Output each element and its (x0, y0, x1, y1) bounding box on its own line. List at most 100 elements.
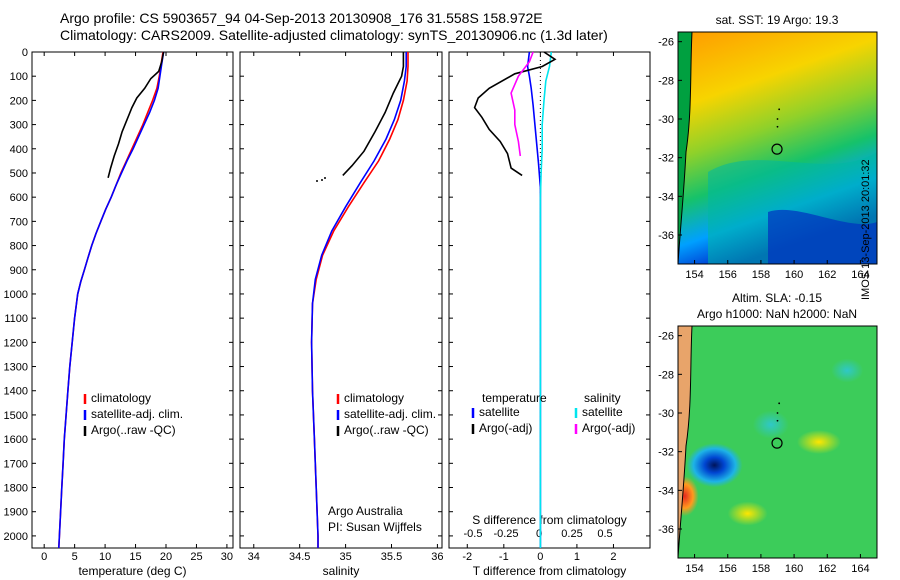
salinity-diff-xlabel: S difference from climatology (472, 513, 627, 527)
diff-legend-head-salinity: salinity (584, 391, 621, 405)
temperature-legend-label: Argo(..raw -QC) (91, 423, 176, 437)
temperature-xtick-label: 20 (160, 551, 172, 563)
australia-land (678, 326, 693, 558)
title-line-2: Climatology: CARS2009. Satellite-adjuste… (60, 27, 608, 43)
difference-xtick-label: 2 (610, 551, 616, 563)
temperature-series-line (58, 51, 165, 549)
argo-position-marker (771, 437, 783, 449)
sst_map-ytick-label: -30 (658, 114, 674, 126)
salinity-series-line (342, 52, 405, 176)
depth-tick-label: 1900 (4, 507, 28, 519)
australia-land (678, 32, 693, 264)
temperature-legend-label: climatology (91, 391, 151, 405)
argo-australia-label: Argo Australia (328, 504, 403, 518)
depth-tick-label: 400 (10, 144, 28, 156)
difference-series-line (526, 51, 542, 548)
difference-xtick-label: -2 (462, 551, 472, 563)
sla_map-xtick-label: 158 (752, 563, 770, 575)
depth-tick-label: 300 (10, 120, 28, 132)
sst_map-xtick-label: 164 (851, 269, 869, 281)
argo-track-point (778, 402, 781, 405)
difference-series-line (510, 51, 534, 157)
temperature-xtick-label: 15 (129, 551, 141, 563)
difference-xtick-label: 1 (574, 551, 580, 563)
difference-series-line (539, 51, 553, 548)
temperature-legend-label: satellite-adj. clim. (91, 407, 183, 421)
temperature-series-line (107, 51, 165, 178)
sla-cool-anomaly (831, 358, 864, 383)
sla_map-ytick-label: -28 (658, 369, 674, 381)
salinity-diff-tick-label: -0.5 (464, 528, 483, 540)
diff-legend-label: Argo(-adj) (582, 421, 635, 435)
sst_map-xtick-label: 162 (818, 269, 836, 281)
salinity-series-line (310, 52, 409, 548)
sla-high-anomaly (796, 430, 841, 454)
sla_map-xtick-label: 154 (685, 563, 703, 575)
salinity-frame (239, 51, 443, 549)
sst_map-xtick-label: 154 (685, 269, 703, 281)
argo-track-point (776, 419, 779, 422)
depth-tick-label: 1800 (4, 483, 28, 495)
salinity-xtick-label: 34 (248, 551, 260, 563)
sst_map-field (678, 32, 877, 264)
sst_map-xtick-label: 160 (785, 269, 803, 281)
difference-xtick-label: 0 (537, 551, 543, 563)
argo-track-point (776, 118, 779, 120)
sla_map-xtick-label: 160 (785, 563, 803, 575)
sst_map-frame (677, 31, 878, 265)
pi-name-label: PI: Susan Wijffels (328, 520, 422, 534)
diff-legend-label: satellite (582, 405, 623, 419)
depth-tick-label: 1400 (4, 386, 28, 398)
temperature-frame (31, 51, 234, 549)
depth-tick-label: 2000 (4, 531, 28, 543)
sla_map-ytick-label: -36 (658, 524, 674, 536)
sla-cool-anomaly (752, 410, 789, 439)
depth-tick-label: 700 (10, 216, 28, 228)
salinity-xtick-label: 35 (339, 551, 351, 563)
depth-tick-label: 1100 (4, 313, 28, 325)
argo-track-point (778, 108, 781, 111)
salinity-xtick-label: 34.5 (289, 551, 310, 563)
salinity-legend-label: Argo(..raw -QC) (344, 423, 429, 437)
sst_map-xtick-label: 158 (752, 269, 770, 281)
salinity-xtick-label: 35.5 (381, 551, 402, 563)
depth-tick-label: 1600 (4, 434, 28, 446)
salinity-xtick-label: 36 (431, 551, 443, 563)
diff-legend-label: satellite (479, 405, 520, 419)
depth-tick-label: 1700 (4, 458, 28, 470)
timestamp-label: IMOS 13-Sep-2013 20:01:32 (860, 159, 872, 300)
sla-cyclonic-eddy (686, 443, 743, 488)
depth-tick-label: 0 (22, 47, 28, 59)
temperature-xtick-label: 0 (41, 551, 47, 563)
salinity-diff-tick-label: 0.5 (597, 528, 612, 540)
depth-tick-label: 1200 (4, 337, 28, 349)
salinity-diff-tick-label: 0 (536, 528, 542, 540)
argo-position-marker (771, 143, 783, 155)
salinity-legend-label: satellite-adj. clim. (344, 407, 436, 421)
depth-tick-label: 900 (10, 265, 28, 277)
sla_map-ytick-label: -26 (658, 331, 674, 343)
temperature-xlabel: temperature (deg C) (78, 564, 186, 578)
depth-tick-label: 200 (10, 95, 28, 107)
argo-track-point (776, 125, 779, 128)
depth-tick-label: 600 (10, 192, 28, 204)
sla_map-frame (677, 325, 878, 559)
sla_map-ytick-label: -34 (658, 485, 674, 497)
temperature-xtick-label: 10 (99, 551, 111, 563)
sla_map-field (678, 326, 877, 558)
salinity-diff-tick-label: 0.25 (561, 528, 582, 540)
argo-stray-point (321, 179, 323, 181)
sla-map-subtitle: Argo h1000: NaN h2000: NaN (697, 307, 857, 321)
argo-stray-point (316, 180, 318, 182)
title-line-1: Argo profile: CS 5903657_94 04-Sep-2013 … (60, 10, 543, 26)
sla_map-xtick-label: 162 (818, 563, 836, 575)
sla-high-anomaly (727, 501, 768, 526)
sst-map-title: sat. SST: 19 Argo: 19.3 (716, 13, 839, 27)
sst_map-ytick-label: -26 (658, 37, 674, 49)
temperature-xtick-label: 30 (221, 551, 233, 563)
salinity-xlabel: salinity (323, 564, 360, 578)
sla_map-xtick-label: 164 (851, 563, 869, 575)
sla-warm-anomaly (678, 476, 699, 517)
difference-series-line (473, 51, 557, 177)
salinity-series-line (310, 52, 408, 548)
